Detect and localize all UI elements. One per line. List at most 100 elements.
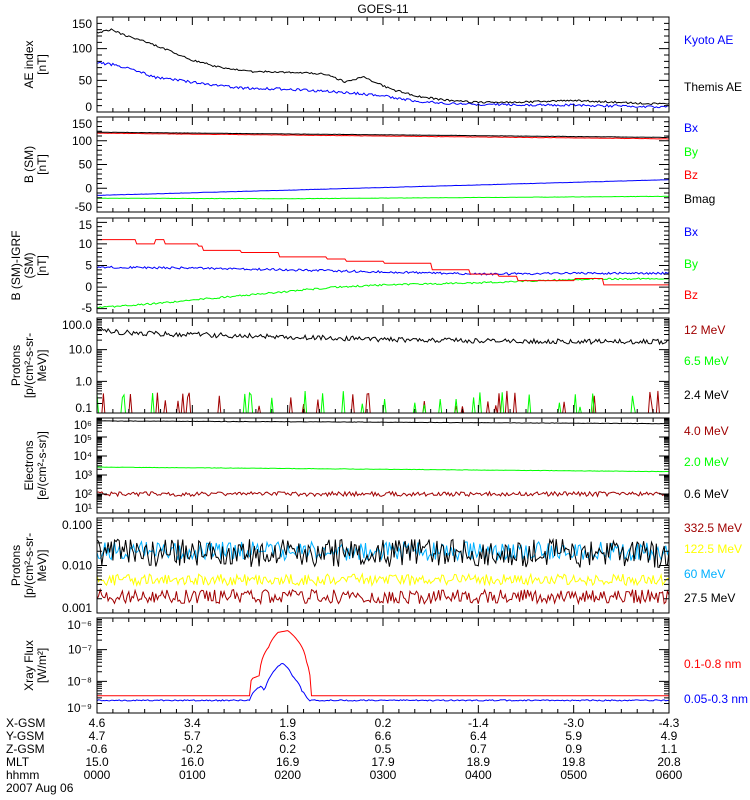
- ephemeris-value: 1.9: [279, 716, 296, 730]
- y-tick-label: 0: [85, 181, 92, 195]
- legend-label: Bz: [684, 288, 698, 302]
- series-line-0-05-0-3-nm: [97, 662, 669, 702]
- y-tick-label: 10⁻⁷: [68, 643, 92, 657]
- ephemeris-value: 4.7: [89, 729, 106, 743]
- y-tick-label: 10⁵: [74, 432, 92, 446]
- ephemeris-value: 15.0: [85, 755, 109, 769]
- y-tick-label: 100: [72, 134, 92, 148]
- legend-label: 12 MeV: [684, 323, 725, 337]
- ephemeris-value: -4.3: [659, 716, 680, 730]
- y-tick-label: 10⁻⁹: [67, 701, 92, 715]
- ephemeris-value: 0.2: [279, 742, 296, 756]
- legend-label: Bmag: [684, 192, 715, 206]
- y-tick-label: 10⁻⁸: [67, 674, 92, 688]
- legend-label: 60 MeV: [684, 567, 725, 581]
- y-axis-label: Protons[p/(cm²-s-sr-MeV)]: [9, 333, 49, 398]
- legend-label: Bx: [684, 225, 698, 239]
- series-line-2-4-mev: [97, 327, 669, 346]
- y-tick-label: 10⁴: [73, 449, 92, 463]
- series-line-bz: [97, 239, 669, 286]
- y-axis-label: AE index[nT]: [22, 40, 49, 88]
- y-tick-label: 100.0: [62, 318, 92, 332]
- series-line-bx: [97, 179, 669, 196]
- date-label: 2007 Aug 06: [6, 781, 74, 795]
- y-tick-label: 0.100: [62, 518, 92, 532]
- panel-bsm: Bx By Bz Bmag -50 0 50 100 150 B (SM)[nT]: [22, 116, 715, 214]
- series-line-bmag: [97, 131, 669, 138]
- ephemeris-value: 20.8: [657, 755, 681, 769]
- y-tick-label: 10⁻⁶: [67, 618, 92, 632]
- panel-protons_high: 332.5 MeV 122.5 MeV 60 MeV 27.5 MeV 0.001 0.0…: [9, 517, 742, 615]
- ephemeris-value: 17.9: [371, 755, 395, 769]
- series-line-0-1-0-8-nm: [97, 630, 669, 697]
- y-axis-label: Protons[p/(cm²-s-sr-MeV)]: [9, 533, 49, 598]
- y-axis-label: B (SM)-IGRF(SM)[nT]: [9, 231, 49, 301]
- series-line-by: [97, 277, 669, 309]
- ephemeris-value: 0100: [179, 768, 206, 782]
- legend-label: 4.0 MeV: [684, 424, 729, 438]
- panel-frame: [96, 217, 670, 314]
- y-tick-label: 5: [85, 259, 92, 273]
- y-tick-label: 10³: [75, 468, 92, 482]
- ephemeris-value: 6.3: [279, 729, 296, 743]
- ephemeris-row-label: hhmm: [6, 768, 39, 782]
- y-tick-label: 10²: [75, 487, 92, 501]
- y-tick-label: 50: [79, 73, 93, 87]
- y-tick-label: 15: [79, 218, 93, 232]
- legend-label: 0.6 MeV: [684, 487, 729, 501]
- ephemeris-value: -3.0: [563, 716, 584, 730]
- ephemeris-value: 16.9: [276, 755, 300, 769]
- ephemeris-table: X-GSM 4.6 3.4 1.9 0.2 -1.4 -3.0 -4.3 Y-GSM 4.7 5.7…: [6, 716, 683, 795]
- legend-label: 2.4 MeV: [684, 388, 729, 402]
- y-tick-label: -50: [75, 200, 93, 214]
- chart-title: GOES-11: [357, 2, 408, 16]
- y-tick-label: 0: [85, 100, 92, 114]
- series-line-themis-ae: [97, 28, 669, 106]
- panel-frame: [96, 417, 670, 514]
- ephemeris-row-label: Y-GSM: [6, 729, 44, 743]
- legend-label: By: [684, 145, 698, 159]
- ephemeris-value: 3.4: [184, 716, 201, 730]
- y-tick-label: 10¹: [75, 501, 92, 515]
- panel-frame: [96, 16, 670, 113]
- axis-ticks: [96, 417, 670, 514]
- legend-label: 6.5 MeV: [684, 354, 729, 368]
- panel-frame: [96, 517, 670, 614]
- y-axis-label: Electrons[e/(cm²-s-sr)]: [22, 431, 49, 500]
- ephemeris-value: 0.2: [375, 716, 392, 730]
- series-line-4-0-mev: [97, 490, 669, 498]
- ephemeris-value: 0.7: [470, 742, 487, 756]
- ephemeris-value: 0600: [656, 768, 683, 782]
- ephemeris-row-label: X-GSM: [6, 716, 45, 730]
- legend-label: Kyoto AE: [684, 33, 733, 47]
- y-tick-label: 150: [72, 117, 92, 131]
- legend-label: 332.5 MeV: [684, 521, 742, 535]
- axis-ticks: [96, 317, 670, 414]
- y-tick-label: 1.0: [75, 374, 92, 388]
- y-tick-label: -5: [81, 301, 92, 315]
- y-tick-label: 10.0: [69, 343, 93, 357]
- y-tick-label: 150: [72, 17, 92, 31]
- axis-ticks: [96, 116, 670, 213]
- y-tick-label: 0.1: [75, 401, 92, 415]
- ephemeris-value: 4.9: [661, 729, 678, 743]
- ephemeris-value: 0500: [560, 768, 587, 782]
- panel-xray: 0.1-0.8 nm 0.05-0.3 nm 10⁻⁹ 10⁻⁸ 10⁻⁷ 10⁻⁶ Xra…: [22, 617, 748, 715]
- series-line-27-5-mev: [97, 537, 669, 568]
- legend-label: Bx: [684, 121, 698, 135]
- ephemeris-value: -1.4: [468, 716, 489, 730]
- ephemeris-value: 0200: [274, 768, 301, 782]
- series-line-2-0-mev: [97, 466, 669, 473]
- y-tick-label: 0: [85, 280, 92, 294]
- axis-ticks: [96, 617, 670, 714]
- legend-label: 2.0 MeV: [684, 455, 729, 469]
- ephemeris-value: 5.7: [184, 729, 201, 743]
- y-tick-label: 50: [79, 158, 93, 172]
- ephemeris-value: 0.9: [565, 742, 582, 756]
- ephemeris-value: 0400: [465, 768, 492, 782]
- ephemeris-value: -0.6: [87, 742, 108, 756]
- series-line-by: [97, 195, 669, 200]
- ephemeris-value: 5.9: [565, 729, 582, 743]
